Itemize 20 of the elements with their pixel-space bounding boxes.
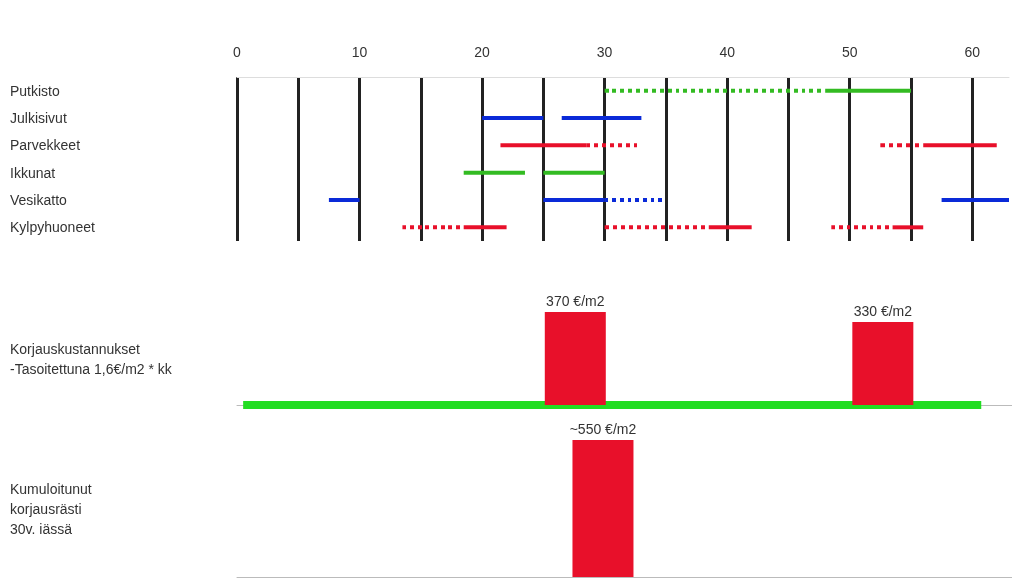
- x-tick-label: 10: [351, 44, 368, 60]
- y-tick-label: Vesikatto: [10, 192, 68, 208]
- y-axis-title: Korjauskustannukset -Tasoitettuna 1,6€/m2 * kk: [10, 340, 173, 377]
- bar: [825, 88, 911, 93]
- x-tick-label: 0: [233, 44, 242, 60]
- data-label: 370 €/m2: [546, 293, 605, 309]
- y-tick-label: Ikkunat: [10, 164, 56, 181]
- data-label: 330 €/m2: [853, 303, 913, 320]
- x-tick-label: 30: [596, 44, 613, 60]
- bar: [463, 170, 525, 175]
- y-tick-label: Kylpyhuoneet: [10, 219, 95, 236]
- x-tick-label: 50: [841, 44, 858, 60]
- y-tick-label: Putkisto: [10, 82, 61, 99]
- x-tick-label: 40: [719, 44, 736, 60]
- data-label: ~550 €/m2: [569, 421, 637, 437]
- y-tick-label: Julkisivut: [10, 110, 67, 126]
- x-tick-label: 20: [474, 44, 491, 60]
- x-tick-label: 60: [964, 44, 981, 60]
- y-tick-label: Parvekkeet: [10, 137, 81, 154]
- y-axis-title: Kumuloitunut korjausrästi 30v. iässä: [10, 480, 92, 537]
